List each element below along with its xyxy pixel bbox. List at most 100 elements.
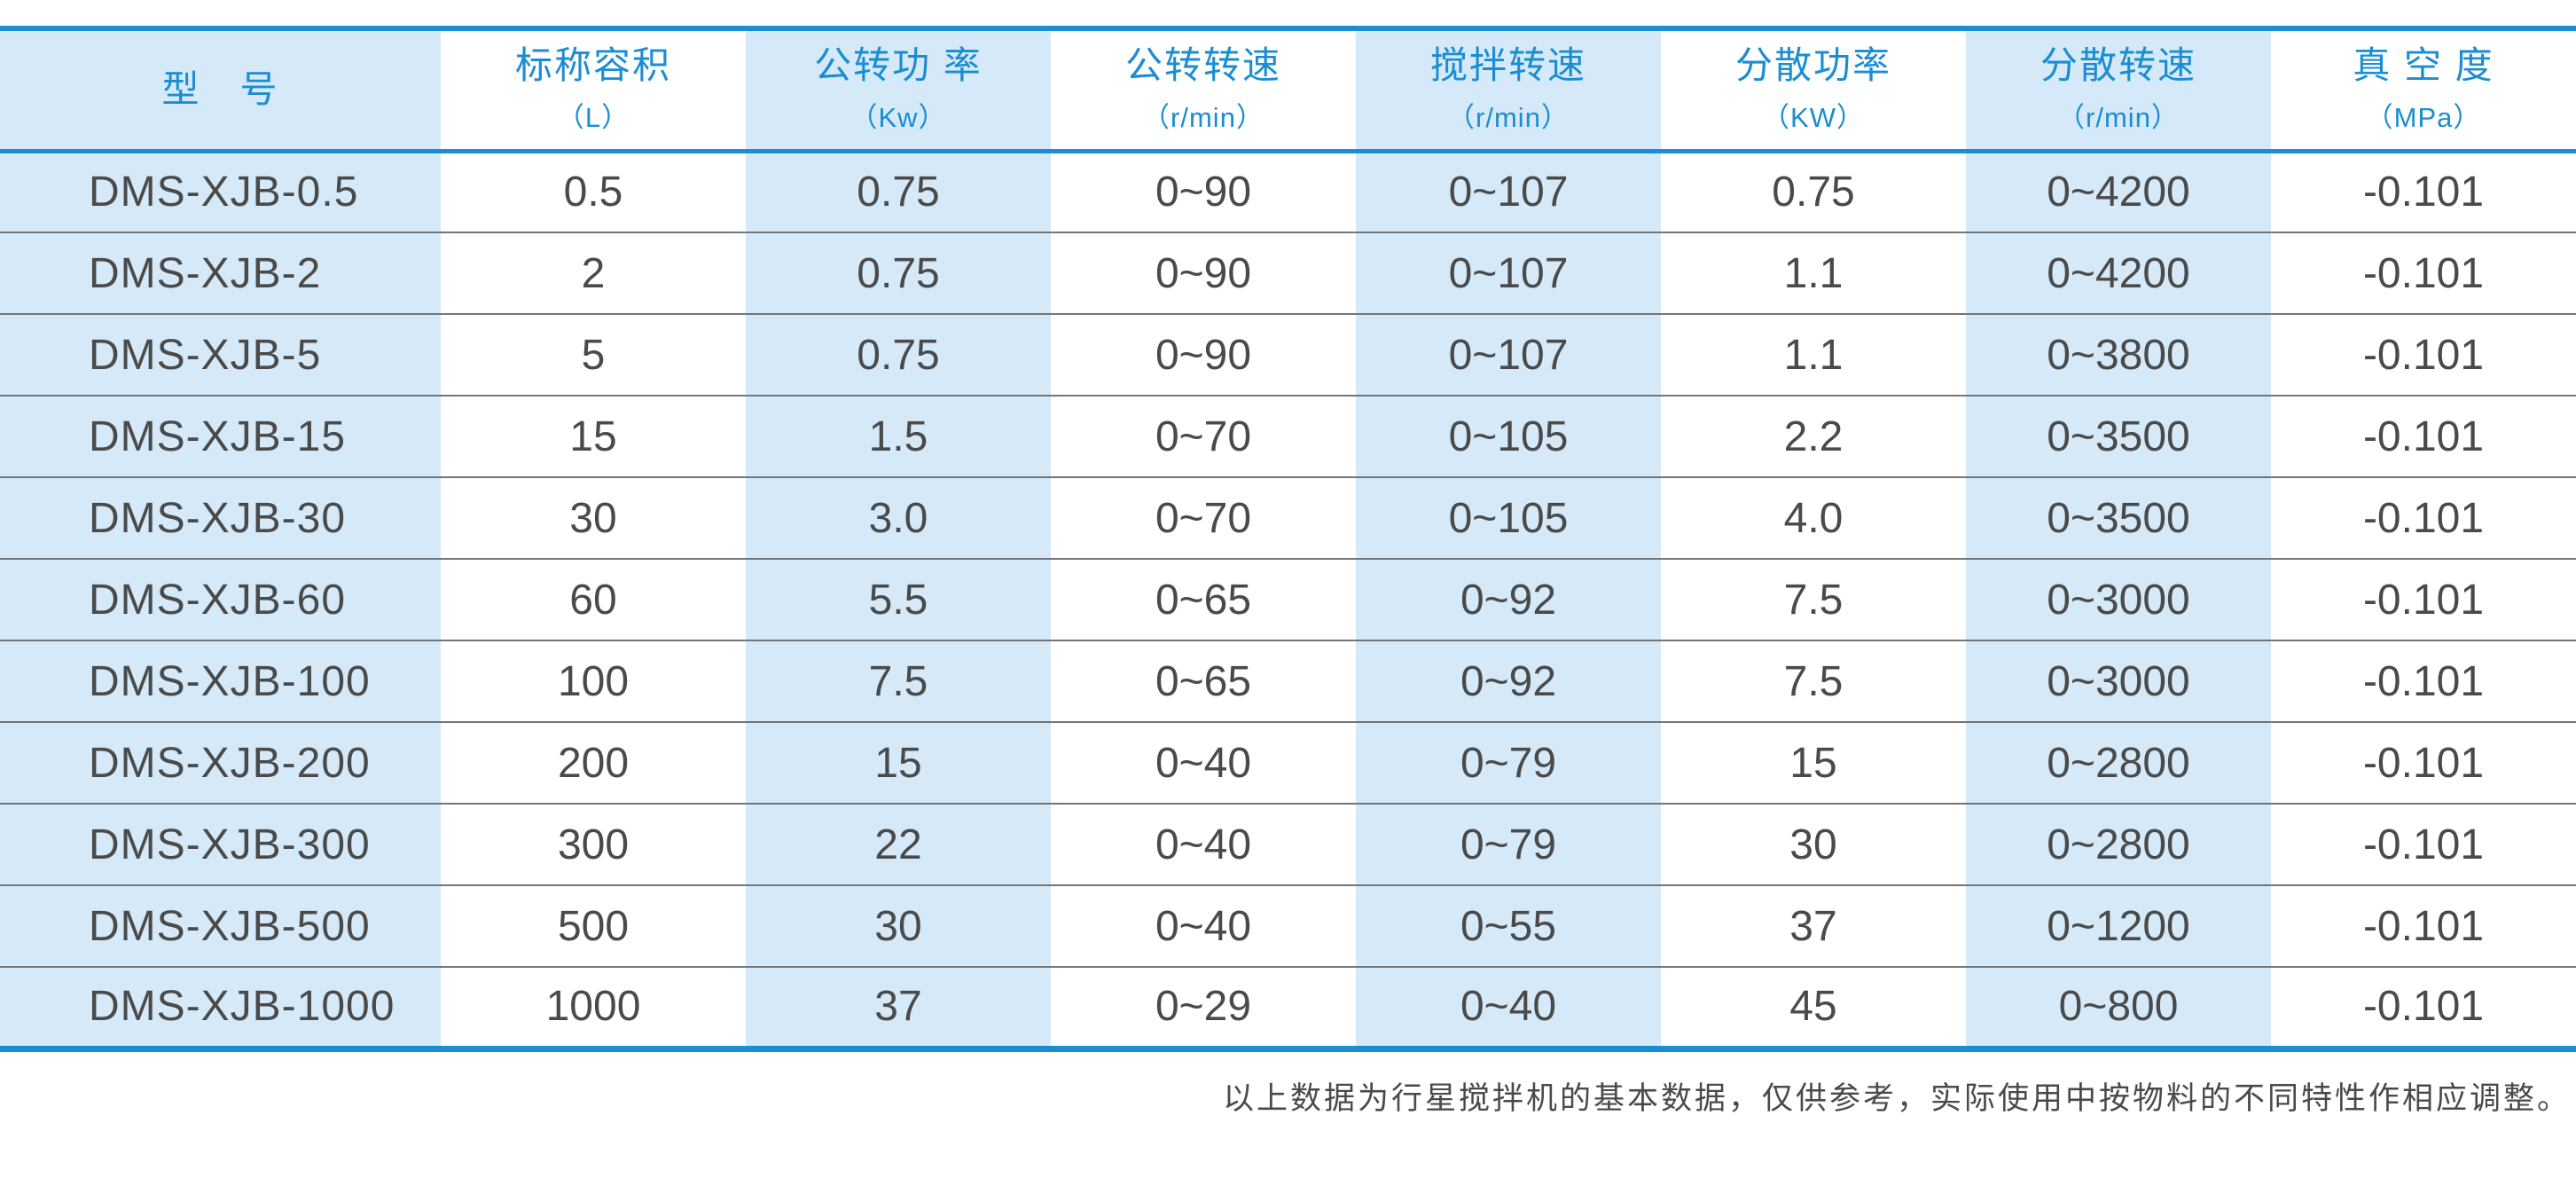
cell-value: 0~2800 <box>1966 721 2271 804</box>
cell-value: 0~3500 <box>1966 395 2271 477</box>
footnote: 以上数据为行星搅拌机的基本数据，仅供参考，实际使用中按物料的不同特性作相应调整。 <box>1222 1080 2571 1117</box>
cell-value: 2.2 <box>1661 395 1966 477</box>
cell-value: 0~4200 <box>1966 151 2271 232</box>
column-header: 分散功率 （KW） <box>1661 28 1966 153</box>
cell-value: 0~107 <box>1356 313 1661 396</box>
cell-model: DMS-XJB-300 <box>0 803 441 885</box>
cell-value: 5 <box>441 313 746 396</box>
cell-value: 0~90 <box>1051 232 1356 314</box>
column-title: 分散转速 <box>2040 44 2196 87</box>
cell-value: 200 <box>441 721 746 804</box>
cell-value: 7.5 <box>1661 640 1966 722</box>
table-row: DMS-XJB-30 30 3.0 0~70 0~105 4.0 0~3500 -0.101 <box>0 476 2576 559</box>
cell-value: 0~3800 <box>1966 313 2271 396</box>
column-unit: （KW） <box>1762 102 1865 134</box>
header-row: 型 号 标称容积 （L） 公转功 率 （Kw） 公转转速 （r/min） 搅拌转速 （r/min… <box>0 28 2576 153</box>
table-row: DMS-XJB-100 100 7.5 0~65 0~92 7.5 0~3000 -0.101 <box>0 640 2576 722</box>
cell-value: 37 <box>746 966 1051 1048</box>
cell-value: -0.101 <box>2271 476 2576 559</box>
cell-value: 1.5 <box>746 395 1051 477</box>
column-title: 公转转速 <box>1124 44 1281 87</box>
cell-value: 0.75 <box>746 151 1051 232</box>
table-row: DMS-XJB-1000 1000 37 0~29 0~40 45 0~800 -0.101 <box>0 966 2576 1048</box>
cell-value: 7.5 <box>1661 558 1966 640</box>
column-unit: （r/min） <box>1142 102 1265 134</box>
cell-value: 0~79 <box>1356 803 1661 885</box>
cell-model: DMS-XJB-5 <box>0 313 441 396</box>
cell-value: 30 <box>441 476 746 559</box>
cell-value: 0~40 <box>1051 884 1356 967</box>
cell-value: 0~1200 <box>1966 884 2271 967</box>
cell-model: DMS-XJB-2 <box>0 232 441 314</box>
cell-value: 300 <box>441 803 746 885</box>
cell-value: 0.75 <box>746 232 1051 314</box>
cell-value: 60 <box>441 558 746 640</box>
column-header: 标称容积 （L） <box>441 28 746 153</box>
cell-value: -0.101 <box>2271 395 2576 477</box>
cell-value: 0~79 <box>1356 721 1661 804</box>
cell-value: -0.101 <box>2271 721 2576 804</box>
cell-value: 0~105 <box>1356 476 1661 559</box>
cell-value: 4.0 <box>1661 476 1966 559</box>
column-title: 型 号 <box>161 68 279 111</box>
column-unit: （Kw） <box>850 102 947 134</box>
cell-value: 0~40 <box>1051 721 1356 804</box>
table-body: DMS-XJB-0.5 0.5 0.75 0~90 0~107 0.75 0~4200 -0.… <box>0 151 2576 1048</box>
cell-value: 45 <box>1661 966 1966 1048</box>
column-header: 真 空 度 （MPa） <box>2271 28 2576 153</box>
cell-value: 1.1 <box>1661 232 1966 314</box>
cell-value: 0~65 <box>1051 640 1356 722</box>
cell-value: 1.1 <box>1661 313 1966 396</box>
cell-value: -0.101 <box>2271 313 2576 396</box>
cell-model: DMS-XJB-15 <box>0 395 441 477</box>
column-header: 公转转速 （r/min） <box>1051 28 1356 153</box>
column-title: 标称容积 <box>514 44 671 87</box>
cell-value: 0~4200 <box>1966 232 2271 314</box>
cell-value: 15 <box>1661 721 1966 804</box>
cell-value: -0.101 <box>2271 640 2576 722</box>
table-row: DMS-XJB-0.5 0.5 0.75 0~90 0~107 0.75 0~4200 -0.… <box>0 151 2576 232</box>
cell-value: 500 <box>441 884 746 967</box>
cell-value: 0~40 <box>1356 966 1661 1048</box>
cell-value: 0~65 <box>1051 558 1356 640</box>
table-header: 型 号 标称容积 （L） 公转功 率 （Kw） 公转转速 （r/min） 搅拌转速 （r/min… <box>0 28 2576 153</box>
cell-value: 0~70 <box>1051 395 1356 477</box>
cell-value: 0~2800 <box>1966 803 2271 885</box>
table-row: DMS-XJB-15 15 1.5 0~70 0~105 2.2 0~3500 -0.101 <box>0 395 2576 477</box>
cell-value: 0~55 <box>1356 884 1661 967</box>
cell-value: 0~92 <box>1356 640 1661 722</box>
cell-value: -0.101 <box>2271 558 2576 640</box>
cell-value: 7.5 <box>746 640 1051 722</box>
table-row: DMS-XJB-500 500 30 0~40 0~55 37 0~1200 -0.101 <box>0 884 2576 967</box>
column-unit: （r/min） <box>1447 102 1570 134</box>
cell-value: 30 <box>1661 803 1966 885</box>
cell-value: 1000 <box>441 966 746 1048</box>
table-row: DMS-XJB-2 2 0.75 0~90 0~107 1.1 0~4200 -0.101 <box>0 232 2576 314</box>
cell-value: 22 <box>746 803 1051 885</box>
cell-value: 0~107 <box>1356 151 1661 232</box>
cell-value: -0.101 <box>2271 803 2576 885</box>
column-unit: （r/min） <box>2057 102 2180 134</box>
cell-value: 0~29 <box>1051 966 1356 1048</box>
table-row: DMS-XJB-200 200 15 0~40 0~79 15 0~2800 -0.101 <box>0 721 2576 804</box>
cell-value: 0~90 <box>1051 313 1356 396</box>
column-header: 分散转速 （r/min） <box>1966 28 2271 153</box>
cell-value: 0.75 <box>1772 169 1855 216</box>
cell-value: 15 <box>746 721 1051 804</box>
cell-value: 0.5 <box>563 169 623 216</box>
cell-value: -0.101 <box>2271 966 2576 1048</box>
cell-value: 100 <box>441 640 746 722</box>
cell-model: DMS-XJB-100 <box>0 640 441 722</box>
cell-value: 0.75 <box>746 313 1051 396</box>
cell-value: -0.101 <box>2362 169 2485 216</box>
table-row: DMS-XJB-300 300 22 0~40 0~79 30 0~2800 -0.101 <box>0 803 2576 885</box>
column-title: 分散功率 <box>1734 44 1891 87</box>
cell-value: 0~70 <box>1051 476 1356 559</box>
cell-value: 37 <box>1661 884 1966 967</box>
cell-value: 0~40 <box>1051 803 1356 885</box>
column-unit: （L） <box>556 102 630 134</box>
table-row: DMS-XJB-5 5 0.75 0~90 0~107 1.1 0~3800 -0.101 <box>0 313 2576 396</box>
cell-value: 2 <box>441 232 746 314</box>
cell-value: 0~107 <box>1356 232 1661 314</box>
cell-value: 0~3000 <box>1966 640 2271 722</box>
